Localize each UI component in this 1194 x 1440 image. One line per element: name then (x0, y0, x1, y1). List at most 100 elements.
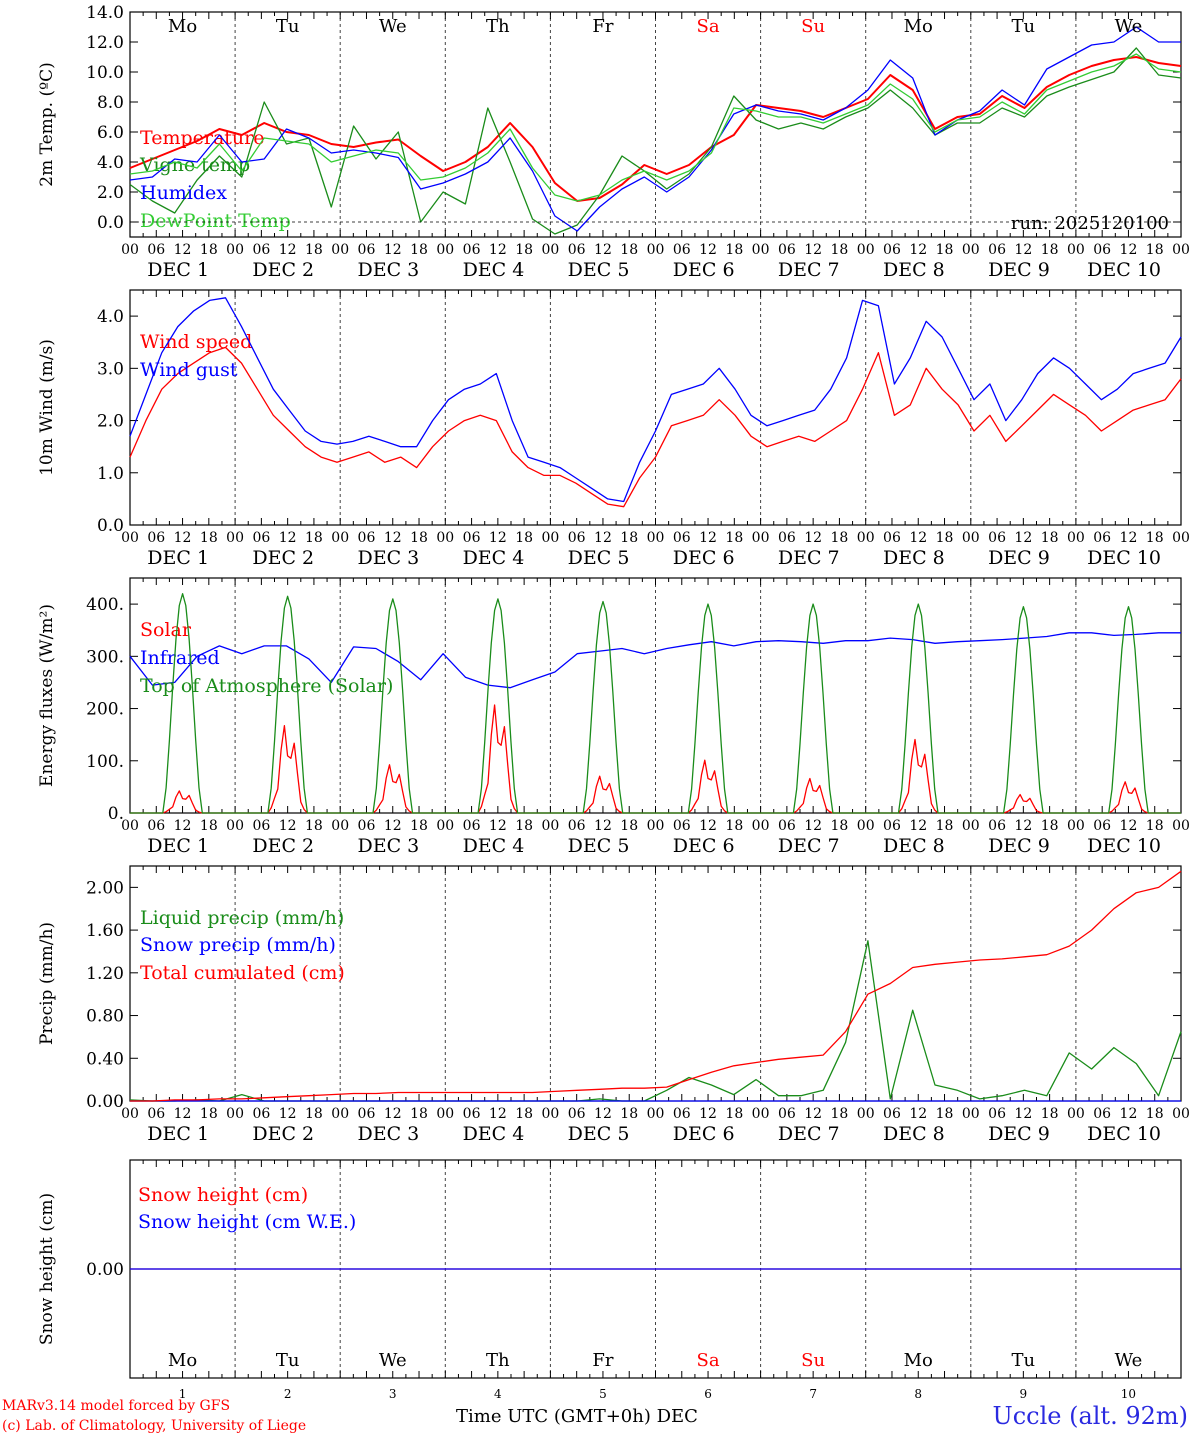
energy-day-label: DEC 7 (778, 835, 840, 857)
precip-chart: 0.00 0.40 0.80 1.20 1.60 2.00 Precip (mm/h) Liq… (37, 865, 1190, 1145)
precip-hour-label: 00 (752, 1106, 770, 1122)
snow-day-name: We (379, 1350, 407, 1371)
temp-hour-label: 18 (200, 242, 218, 258)
run-annotation: run: 2025120100 (1011, 213, 1169, 234)
energy-hour-label: 06 (463, 818, 481, 834)
precip-hour-label: 06 (147, 1106, 165, 1122)
temp-hour-label: 12 (699, 242, 717, 258)
energy-hour-label: 12 (699, 818, 717, 834)
precip-day-label: DEC 9 (988, 1123, 1050, 1145)
precip-hour-label: 00 (647, 1106, 665, 1122)
temp-day-label: DEC 8 (883, 259, 945, 281)
energy-day-label: DEC 2 (252, 835, 314, 857)
energy-y-label: Energy fluxes (W/m²) (37, 604, 57, 787)
energy-hour-label: 06 (252, 818, 270, 834)
temp-day-label: DEC 2 (252, 259, 314, 281)
temp-y-tick-label: 8.0 (97, 93, 124, 113)
precip-hour-label: 00 (962, 1106, 980, 1122)
temp-hour-label: 06 (463, 242, 481, 258)
precip-legend-item: Liquid precip (mm/h) (140, 907, 344, 929)
energy-hour-label: 00 (121, 818, 139, 834)
temp-day-name: Mo (904, 16, 933, 37)
wind-y-tick-label: 3.0 (97, 359, 124, 379)
precip-hour-label: 00 (1172, 1106, 1190, 1122)
wind-chart: 0.0 1.0 2.0 3.0 4.0 10m Wind (m/s) Wind speed W… (37, 289, 1190, 569)
temp-hour-label: 06 (147, 242, 165, 258)
wind-hour-label: 18 (515, 530, 533, 546)
snow-legend-item: Snow height (cm) (138, 1184, 308, 1206)
temp-hour-label: 06 (568, 242, 586, 258)
energy-y-tick-label: 400. (86, 595, 124, 615)
snow-day-number: 1 (179, 1387, 187, 1401)
wind-hour-label: 06 (463, 530, 481, 546)
energy-hour-label: 00 (1067, 818, 1085, 834)
temp-day-name: Tu (276, 16, 300, 37)
temp-hour-label: 00 (857, 242, 875, 258)
energy-hour-label: 00 (962, 818, 980, 834)
snow-day-name: Tu (1012, 1350, 1036, 1371)
precip-hour-label: 00 (331, 1106, 349, 1122)
wind-hour-label: 00 (541, 530, 559, 546)
precip-hour-label: 12 (489, 1106, 507, 1122)
wind-hour-label: 06 (147, 530, 165, 546)
snow-day-number: 3 (389, 1387, 397, 1401)
wind-hour-label: 18 (725, 530, 743, 546)
temp-y-tick-label: 2.0 (97, 183, 124, 203)
temp-hour-label: 12 (174, 242, 192, 258)
temp-y-tick-label: 12.0 (86, 33, 124, 53)
wind-hour-label: 00 (121, 530, 139, 546)
temp-day-label: DEC 1 (147, 259, 209, 281)
precip-hour-label: 18 (725, 1106, 743, 1122)
wind-hour-label: 06 (568, 530, 586, 546)
energy-hour-label: 06 (147, 818, 165, 834)
temp-hour-label: 18 (936, 242, 954, 258)
wind-hour-label: 00 (436, 530, 454, 546)
temp-hour-label: 12 (804, 242, 822, 258)
wind-hour-label: 06 (988, 530, 1006, 546)
wind-hour-label: 18 (1146, 530, 1164, 546)
snow-day-name: Mo (904, 1350, 933, 1371)
energy-hour-label: 18 (1041, 818, 1059, 834)
precip-hour-label: 06 (883, 1106, 901, 1122)
precip-hour-label: 00 (1067, 1106, 1085, 1122)
snow-day-number: 2 (284, 1387, 292, 1401)
precip-hour-label: 12 (804, 1106, 822, 1122)
energy-y-tick-label: 300. (86, 647, 124, 667)
snow-day-number: 7 (809, 1387, 817, 1401)
precip-hour-label: 12 (909, 1106, 927, 1122)
temp-hour-label: 06 (673, 242, 691, 258)
temp-day-label: DEC 3 (357, 259, 419, 281)
temp-hour-label: 18 (1146, 242, 1164, 258)
wind-y-tick-label: 4.0 (97, 307, 124, 327)
snow-day-number: 6 (704, 1387, 712, 1401)
energy-day-label: DEC 1 (147, 835, 209, 857)
energy-y-tick-label: 200. (86, 700, 124, 720)
energy-hour-label: 12 (1120, 818, 1138, 834)
wind-day-label: DEC 2 (252, 547, 314, 569)
precip-hour-label: 00 (226, 1106, 244, 1122)
model-credit: MARv3.14 model forced by GFS (2, 1398, 231, 1414)
temp-y-tick-label: 4.0 (97, 153, 124, 173)
wind-hour-label: 00 (752, 530, 770, 546)
precip-hour-label: 06 (988, 1106, 1006, 1122)
energy-hour-label: 00 (857, 818, 875, 834)
snow-legend-item: Snow height (cm W.E.) (138, 1211, 356, 1233)
wind-day-label: DEC 7 (778, 547, 840, 569)
energy-hour-label: 18 (1146, 818, 1164, 834)
precip-hour-label: 18 (200, 1106, 218, 1122)
temp-hour-label: 18 (305, 242, 323, 258)
energy-hour-label: 06 (673, 818, 691, 834)
temp-legend-item: DewPoint Temp (140, 210, 291, 232)
energy-hour-label: 06 (988, 818, 1006, 834)
temp-chart: 0.0 2.0 4.0 6.0 8.0 10.0 12.0 14.0 2m Temp. (ºC)… (37, 3, 1190, 281)
temp-hour-label: 12 (1120, 242, 1138, 258)
wind-hour-label: 12 (699, 530, 717, 546)
energy-day-label: DEC 3 (357, 835, 419, 857)
precip-y-tick-label: 2.00 (86, 878, 124, 898)
wind-legend-item: Wind speed (140, 331, 252, 353)
precip-hour-label: 06 (673, 1106, 691, 1122)
temp-hour-label: 00 (1067, 242, 1085, 258)
temp-hour-label: 00 (436, 242, 454, 258)
temp-hour-label: 18 (410, 242, 428, 258)
